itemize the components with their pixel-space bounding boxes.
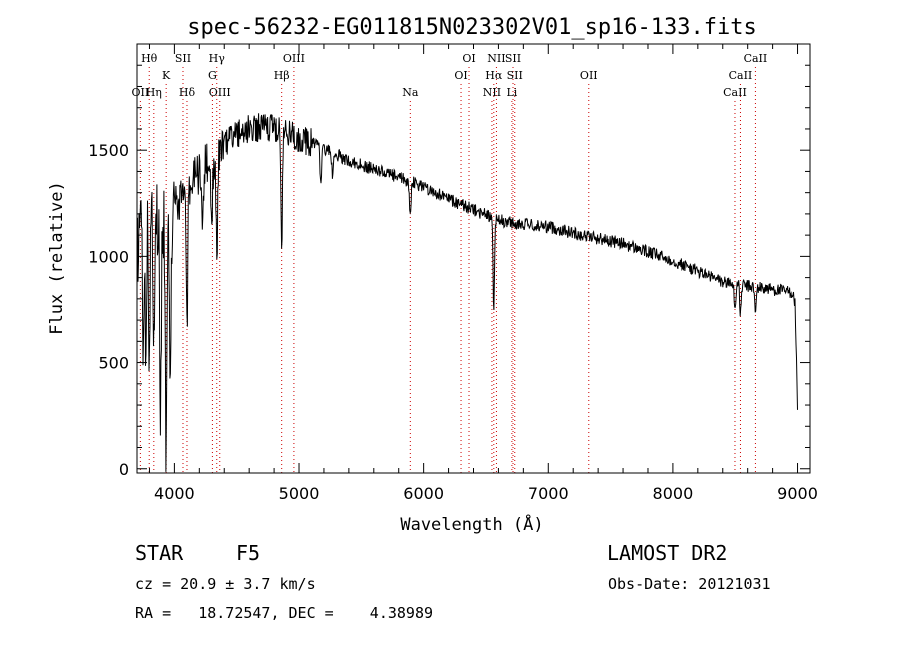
- line-marker-label: SII: [505, 52, 521, 65]
- line-marker-label: NII: [487, 52, 505, 65]
- y-tick-label: 500: [98, 354, 129, 373]
- plot-frame: [136, 43, 811, 474]
- observation-date: Obs-Date: 20121031: [608, 575, 771, 593]
- line-marker-label: OIII: [283, 52, 305, 65]
- y-axis-label: Flux (relative): [47, 181, 67, 335]
- axis-ticks: 4000 5000 6000 7000 8000 9000 0 500 1000 1500: [88, 44, 818, 503]
- line-marker-label: OIII: [209, 86, 231, 99]
- line-marker-label: Hγ: [209, 52, 226, 65]
- x-tick-label: 9000: [777, 484, 818, 503]
- x-axis-label: Wavelength (Å): [400, 513, 543, 535]
- y-tick-label: 1500: [88, 141, 129, 160]
- redshift-readout: cz = 20.9 ± 3.7 km/s: [135, 575, 316, 593]
- line-marker-label: CaII: [723, 86, 747, 99]
- x-tick-label: 8000: [653, 484, 694, 503]
- line-marker-label: Na: [402, 86, 419, 99]
- x-tick-label: 4000: [154, 484, 195, 503]
- spectrum-line: [136, 113, 798, 472]
- chart-title: spec-56232-EG011815N023302V01_sp16-133.f…: [187, 15, 757, 40]
- y-tick-label: 0: [119, 460, 129, 479]
- object-class: STAR: [135, 541, 184, 565]
- line-marker-label: SII: [507, 69, 523, 82]
- spectral-subclass: F5: [236, 541, 261, 565]
- line-marker-label: Hθ: [141, 52, 158, 65]
- line-marker-label: CaII: [744, 52, 768, 65]
- line-marker-label: OII: [132, 86, 150, 99]
- line-marker-label: Hα: [485, 69, 503, 82]
- x-tick-label: 6000: [403, 484, 444, 503]
- y-tick-label: 1000: [88, 247, 129, 266]
- line-marker-label: CaII: [729, 69, 753, 82]
- line-marker-label: Li: [506, 86, 517, 99]
- x-tick-label: 5000: [279, 484, 320, 503]
- line-marker-label: G: [208, 69, 217, 82]
- survey-name: LAMOST DR2: [607, 541, 728, 565]
- line-marker-label: Hβ: [274, 69, 290, 82]
- line-marker-label: OI: [462, 52, 475, 65]
- sky-coordinates: RA = 18.72547, DEC = 4.38989: [135, 604, 434, 622]
- line-marker-label: K: [162, 69, 171, 82]
- line-marker-label: OI: [454, 69, 467, 82]
- x-tick-label: 7000: [528, 484, 569, 503]
- line-marker-label: Hη: [146, 86, 162, 99]
- line-marker-label: SII: [175, 52, 191, 65]
- line-marker-label: OII: [580, 69, 598, 82]
- line-marker-label: Hδ: [179, 86, 196, 99]
- line-marker-label: NII: [483, 86, 501, 99]
